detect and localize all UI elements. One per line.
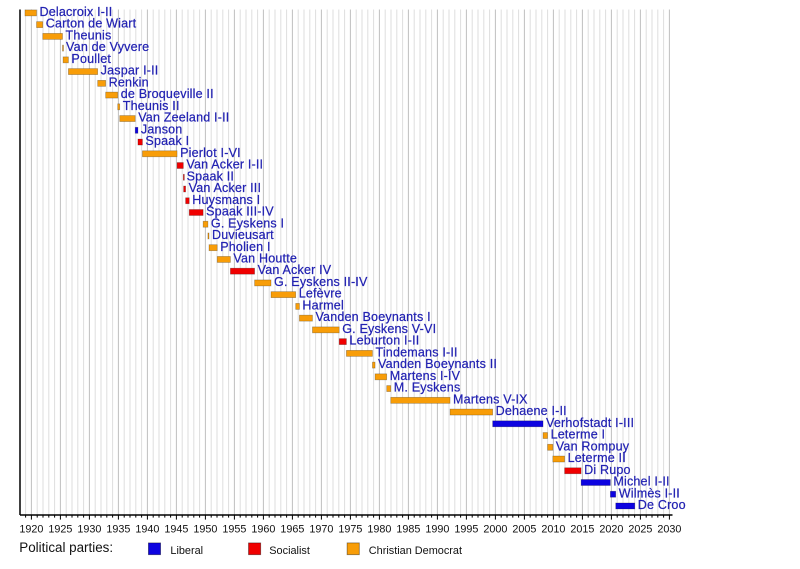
svg-text:Di Rupo: Di Rupo xyxy=(584,463,631,477)
svg-text:1940: 1940 xyxy=(135,524,159,536)
svg-text:Political parties:: Political parties: xyxy=(19,540,113,555)
svg-text:Spaak II: Spaak II xyxy=(187,169,234,183)
svg-text:Christian Democrat: Christian Democrat xyxy=(369,545,462,557)
svg-text:Wilmès I-II: Wilmès I-II xyxy=(619,486,680,500)
svg-text:Lefèvre: Lefèvre xyxy=(299,287,342,301)
svg-text:1955: 1955 xyxy=(222,524,246,536)
svg-text:2020: 2020 xyxy=(599,524,623,536)
svg-text:Van Acker IV: Van Acker IV xyxy=(258,263,332,277)
svg-text:2025: 2025 xyxy=(628,524,652,536)
svg-text:Van de Vyvere: Van de Vyvere xyxy=(66,40,149,54)
svg-text:Van Rompuy: Van Rompuy xyxy=(556,439,630,453)
svg-text:2030: 2030 xyxy=(657,524,681,536)
svg-text:1995: 1995 xyxy=(454,524,478,536)
svg-text:Poullet: Poullet xyxy=(71,52,111,66)
svg-text:Michel I-II: Michel I-II xyxy=(613,475,669,489)
svg-text:Van Acker III: Van Acker III xyxy=(189,181,262,195)
svg-text:1930: 1930 xyxy=(77,524,101,536)
svg-text:G. Eyskens V-VI: G. Eyskens V-VI xyxy=(342,322,436,336)
svg-text:1960: 1960 xyxy=(251,524,275,536)
svg-text:1975: 1975 xyxy=(338,524,362,536)
svg-text:Theunis: Theunis xyxy=(66,28,112,42)
svg-text:1935: 1935 xyxy=(106,524,130,536)
svg-text:1990: 1990 xyxy=(425,524,449,536)
svg-text:Delacroix I-II: Delacroix I-II xyxy=(40,5,113,19)
svg-text:G. Eyskens I: G. Eyskens I xyxy=(211,216,284,230)
svg-text:Spaak III-IV: Spaak III-IV xyxy=(206,205,274,219)
svg-text:2005: 2005 xyxy=(512,524,536,536)
svg-text:2015: 2015 xyxy=(570,524,594,536)
svg-text:de Broqueville II: de Broqueville II xyxy=(121,87,214,101)
svg-text:2000: 2000 xyxy=(483,524,507,536)
svg-text:Janson: Janson xyxy=(141,122,183,136)
svg-text:2010: 2010 xyxy=(541,524,565,536)
svg-text:1945: 1945 xyxy=(164,524,188,536)
svg-text:1980: 1980 xyxy=(367,524,391,536)
svg-text:M. Eyskens: M. Eyskens xyxy=(394,381,461,395)
svg-text:Van Houtte: Van Houtte xyxy=(233,251,297,265)
svg-text:Pierlot I-VI: Pierlot I-VI xyxy=(180,146,241,160)
svg-text:Duvieusart: Duvieusart xyxy=(212,228,274,242)
svg-text:Theunis II: Theunis II xyxy=(123,99,180,113)
svg-text:Renkin: Renkin xyxy=(109,75,149,89)
svg-text:Carton de Wiart: Carton de Wiart xyxy=(46,17,137,31)
svg-text:1985: 1985 xyxy=(396,524,420,536)
svg-text:Pholien I: Pholien I xyxy=(220,240,270,254)
svg-text:Martens V-IX: Martens V-IX xyxy=(453,392,528,406)
svg-text:Harmel: Harmel xyxy=(302,298,344,312)
svg-text:Martens I-IV: Martens I-IV xyxy=(390,369,461,383)
svg-text:Spaak I: Spaak I xyxy=(145,134,189,148)
svg-text:1970: 1970 xyxy=(309,524,333,536)
svg-text:G. Eyskens II-IV: G. Eyskens II-IV xyxy=(274,275,368,289)
svg-text:1950: 1950 xyxy=(193,524,217,536)
svg-text:Van Acker I-II: Van Acker I-II xyxy=(186,158,263,172)
svg-text:Vanden Boeynants I: Vanden Boeynants I xyxy=(315,310,430,324)
svg-text:Leterme I: Leterme I xyxy=(551,428,606,442)
svg-text:De Croo: De Croo xyxy=(638,498,686,512)
svg-text:Liberal: Liberal xyxy=(170,545,203,557)
svg-text:Leterme II: Leterme II xyxy=(568,451,626,465)
svg-text:Huysmans I: Huysmans I xyxy=(192,193,260,207)
svg-text:1925: 1925 xyxy=(48,524,72,536)
svg-text:Dehaene I-II: Dehaene I-II xyxy=(496,404,567,418)
svg-text:Verhofstadt I-III: Verhofstadt I-III xyxy=(546,416,634,430)
svg-text:1920: 1920 xyxy=(19,524,43,536)
svg-text:Vanden Boeynants II: Vanden Boeynants II xyxy=(378,357,497,371)
svg-text:Leburton I-II: Leburton I-II xyxy=(349,334,419,348)
svg-text:Van Zeeland I-II: Van Zeeland I-II xyxy=(138,111,229,125)
svg-text:Socialist: Socialist xyxy=(269,545,310,557)
svg-text:1965: 1965 xyxy=(280,524,304,536)
svg-text:Tindemans I-II: Tindemans I-II xyxy=(375,345,457,359)
svg-text:Jaspar I-II: Jaspar I-II xyxy=(101,64,159,78)
